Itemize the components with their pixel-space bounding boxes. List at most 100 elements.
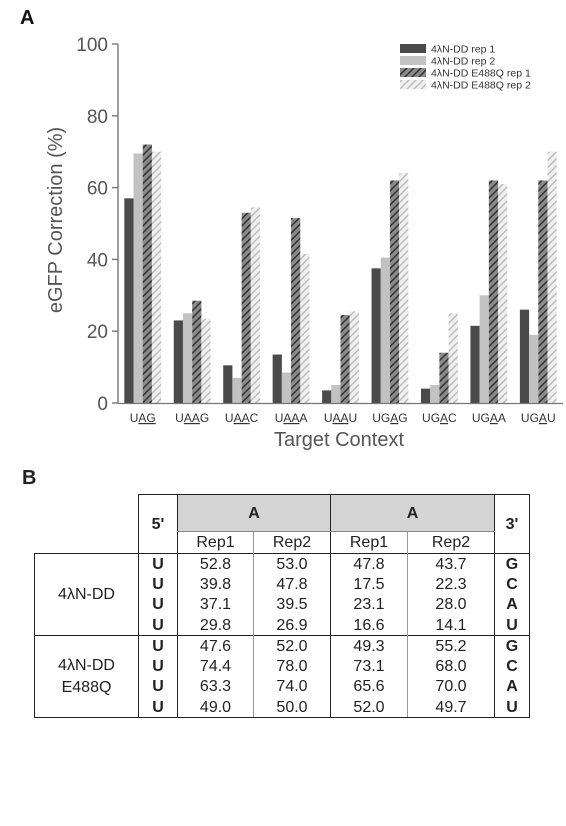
bar (430, 385, 440, 403)
x-tick-label: UAAC (225, 411, 259, 425)
value-cell: 52.8 (177, 553, 254, 575)
three-prime-header: 3' (494, 494, 530, 554)
value-cell: 55.2 (407, 635, 495, 657)
value-cell: 16.6 (330, 614, 408, 636)
value-cell: 65.6 (330, 676, 408, 698)
value-cell: 70.0 (407, 676, 495, 698)
table-subheader-row: Rep1 Rep2 Rep1 Rep2 (35, 531, 530, 554)
bar (331, 385, 341, 403)
value-cell: 50.0 (253, 697, 331, 719)
table-row: U 63.3 74.0 65.6 70.0 A (35, 676, 530, 698)
value-cell: 26.9 (253, 614, 331, 636)
group2-header: A (330, 494, 495, 532)
three-prime-base: U (494, 697, 530, 719)
value-cell: 63.3 (177, 676, 254, 698)
bar (479, 295, 489, 403)
three-prime-base: C (494, 574, 530, 595)
bar (547, 151, 557, 403)
panel-b-label: B (22, 467, 37, 489)
value-cell: 22.3 (407, 574, 495, 595)
value-cell: 49.3 (330, 635, 408, 657)
value-cell: 68.0 (407, 656, 495, 677)
three-prime-base: A (494, 676, 530, 698)
y-tick-label: 40 (87, 250, 108, 271)
subheader-cell: Rep1 (330, 531, 408, 554)
empty-corner (35, 532, 139, 554)
value-cell: 39.5 (253, 594, 331, 615)
value-cell: 49.7 (407, 697, 495, 719)
x-tick-label: UGAC (422, 411, 457, 425)
bar (538, 180, 548, 403)
category-labels: UAG UAAG UAAC UAAA UAAU UGAG UGAC UGAA UGAU (130, 411, 556, 425)
bar (124, 198, 134, 403)
bar (389, 180, 400, 403)
bar-chart: A 0 20 40 60 80 100 UAG UAAG UAAC UAAA UAAU UGAG UG… (20, 7, 563, 451)
bar (192, 300, 202, 403)
value-cell: 73.1 (330, 656, 408, 677)
y-tick-label: 20 (87, 322, 108, 343)
bar (173, 320, 183, 403)
x-tick-label: UGAA (472, 411, 506, 425)
subheader-cell: Rep2 (253, 531, 331, 554)
legend-swatch (400, 44, 426, 53)
x-tick-label: UAAU (324, 411, 357, 425)
panel-a-label: A (20, 7, 34, 29)
table-body: 4λN-DD U 52.8 53.0 47.8 43.7 G U 39.8 47.8 17.5 22.… (34, 552, 530, 719)
y-tick-label: 0 (97, 394, 108, 415)
value-cell: 17.5 (330, 574, 408, 595)
row-group-label-line: 4λN-DD (58, 656, 115, 674)
bar (201, 318, 211, 403)
value-cell: 47.8 (330, 553, 408, 575)
five-prime-base: U (138, 676, 178, 698)
bar (529, 334, 539, 403)
legend-swatch (400, 80, 426, 89)
bar (519, 309, 530, 403)
y-axis-title: eGFP Correction (%) (45, 127, 67, 313)
x-tick-label: UAAA (275, 411, 308, 425)
value-cell: 53.0 (253, 553, 331, 575)
x-tick-label: UAAG (175, 411, 209, 425)
y-tick-label: 80 (87, 107, 108, 128)
bar (142, 144, 152, 403)
table-row: U 29.8 26.9 16.6 14.1 U (35, 614, 530, 636)
table-row: 4λN-DD U 52.8 53.0 47.8 43.7 G (34, 552, 530, 636)
table-row: U 39.8 47.8 17.5 22.3 C (35, 574, 530, 595)
bar (133, 153, 143, 403)
row-group-label: 4λN-DD E488Q (34, 635, 139, 719)
bar (448, 313, 458, 403)
bar (322, 390, 332, 403)
bar (470, 325, 480, 403)
table-row: U 37.1 39.5 23.1 28.0 A (35, 594, 530, 615)
legend-swatch (400, 56, 426, 65)
value-cell: 23.1 (330, 594, 408, 615)
x-tick-label: UGAG (372, 411, 407, 425)
x-tick-label: UAG (130, 411, 156, 425)
bar (151, 151, 162, 403)
bar (340, 315, 350, 403)
bar (241, 212, 251, 403)
value-cell: 74.0 (253, 676, 331, 698)
bar (399, 173, 409, 403)
legend-entry: 4λN-DD E488Q rep 1 (431, 68, 531, 80)
row-group-label: 4λN-DD (34, 552, 139, 636)
bar (380, 257, 390, 403)
value-cell: 47.6 (177, 635, 254, 657)
five-prime-base: U (138, 697, 178, 719)
legend-entry: 4λN-DD rep 1 (431, 44, 495, 56)
table-row: 4λN-DD E488Q U 47.6 52.0 49.3 55.2 G (34, 635, 530, 719)
five-prime-base: U (138, 553, 178, 575)
subheader-cell: Rep2 (407, 531, 495, 554)
value-cell: 37.1 (177, 594, 254, 615)
value-cell: 39.8 (177, 574, 254, 595)
value-cell: 78.0 (253, 656, 331, 677)
legend-entry: 4λN-DD E488Q rep 2 (431, 80, 531, 92)
value-cell: 28.0 (407, 594, 495, 615)
bar (250, 207, 261, 403)
bar (488, 180, 499, 403)
x-tick-label: UGAU (521, 411, 556, 425)
five-prime-base: U (138, 594, 178, 615)
three-prime-base: G (494, 635, 530, 657)
results-table: 5' A A 3' Rep1 Rep2 Rep1 Rep2 4λN-DD U 52.… (34, 494, 530, 719)
group1-header: A (177, 494, 331, 532)
